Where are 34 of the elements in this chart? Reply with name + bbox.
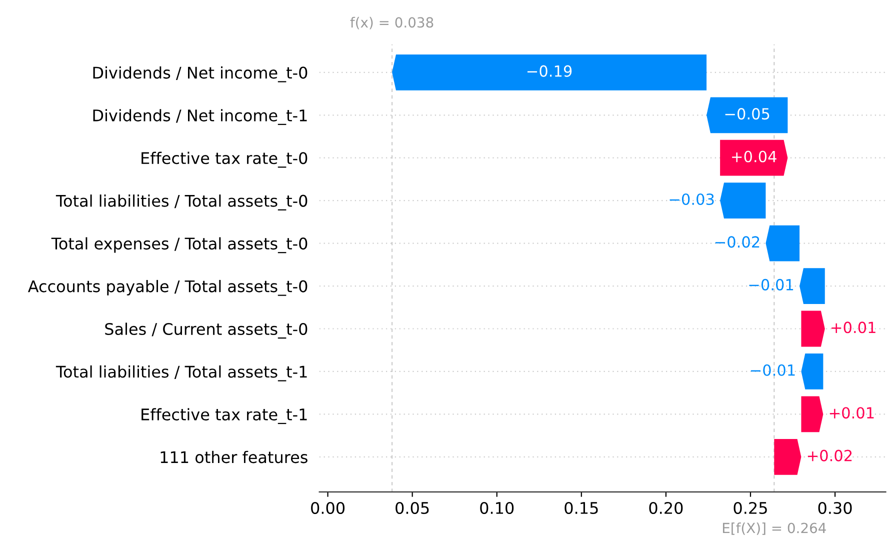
y-tick-label: Effective tax rate_t-0	[142, 152, 308, 168]
x-tick-label: 0.05	[396, 502, 429, 514]
ref-line-label: E[f(X)] = 0.264	[722, 522, 826, 535]
y-tick-label: Effective tax rate_t-1	[142, 408, 307, 424]
bar	[720, 140, 788, 176]
data-label: +0.01	[832, 322, 876, 334]
x-tick-label: 0.30	[818, 502, 852, 514]
y-tick-label: 111 other features	[160, 450, 308, 464]
data-label: +0.01	[830, 407, 874, 419]
bar	[706, 97, 788, 134]
data-label: −0.01	[750, 364, 795, 376]
data-label: +0.04	[732, 150, 776, 162]
y-tick-label: Dividends / Net income_t-1	[93, 109, 307, 125]
x-tick-label: 0.20	[649, 502, 683, 514]
data-label: −0.03	[670, 193, 714, 206]
x-tick-label: 0.10	[480, 502, 514, 514]
y-tick-label: Sales / Current assets_t-0	[105, 322, 308, 339]
y-tick-label: Total liabilities / Total assets_t-1	[56, 365, 307, 382]
y-tick-label: Total expenses / Total assets_t-0	[51, 237, 308, 254]
data-label: −0.19	[527, 65, 572, 77]
y-tick-label: Dividends / Net income_t-0	[93, 66, 308, 82]
bar	[766, 225, 800, 262]
x-tick-label: 0.00	[311, 502, 345, 514]
y-tick-label: Total liabilities / Total assets_t-0	[56, 194, 308, 210]
data-label: −0.02	[715, 236, 760, 248]
x-tick-label: 0.15	[564, 502, 598, 514]
data-label: −0.01	[749, 278, 794, 290]
data-label: −0.05	[725, 108, 770, 120]
ref-line-label: f(x) = 0.038	[350, 16, 434, 30]
bar	[392, 54, 707, 90]
data-label: +0.02	[808, 450, 852, 462]
y-tick-label: Accounts payable / Total assets_t-0	[28, 280, 308, 296]
x-tick-label: 0.25	[734, 502, 767, 514]
bar	[720, 182, 766, 219]
